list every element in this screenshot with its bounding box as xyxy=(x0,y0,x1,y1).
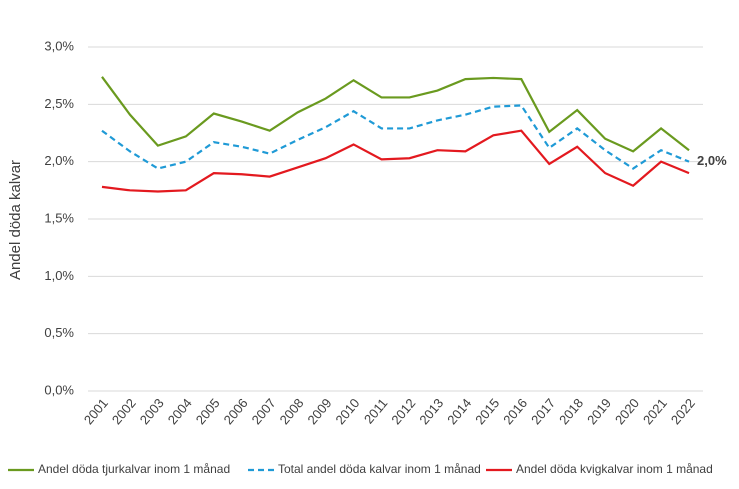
y-tick-label: 1,5% xyxy=(44,210,74,225)
x-tick-label: 2008 xyxy=(277,395,307,427)
annotation: 2,0% xyxy=(697,153,727,168)
x-tick-label: 2018 xyxy=(556,395,586,427)
x-tick-label: 2005 xyxy=(193,395,223,427)
x-tick-label: 2014 xyxy=(444,395,474,427)
x-tick-label: 2016 xyxy=(500,395,530,427)
y-tick-label: 1,0% xyxy=(44,268,74,283)
legend-label: Total andel döda kalvar inom 1 månad xyxy=(278,462,481,476)
y-tick-label: 0,0% xyxy=(44,382,74,397)
x-tick-label: 2011 xyxy=(361,395,390,426)
x-tick-label: 2007 xyxy=(249,395,279,427)
x-tick-label: 2003 xyxy=(137,395,167,427)
x-tick-label: 2002 xyxy=(109,395,139,427)
x-tick-label: 2021 xyxy=(640,395,670,427)
series-line xyxy=(101,104,690,170)
x-tick-label: 2009 xyxy=(304,395,334,427)
x-tick-label: 2001 xyxy=(81,395,111,427)
x-tick-label: 2017 xyxy=(528,395,558,427)
x-tick-label: 2012 xyxy=(388,395,418,427)
legend-label: Andel döda kvigkalvar inom 1 månad xyxy=(516,462,713,476)
x-tick-label: 2010 xyxy=(332,395,362,427)
y-tick-label: 2,0% xyxy=(44,153,74,168)
x-tick-label: 2013 xyxy=(416,395,446,427)
y-axis-label: Andel döda kalvar xyxy=(7,160,24,280)
x-tick-label: 2020 xyxy=(612,395,642,427)
series-line xyxy=(101,76,690,153)
y-tick-label: 2,5% xyxy=(44,96,74,111)
x-tick-label: 2004 xyxy=(165,395,195,427)
y-tick-label: 3,0% xyxy=(44,38,74,53)
legend-label: Andel döda tjurkalvar inom 1 månad xyxy=(38,462,230,476)
x-tick-label: 2015 xyxy=(472,395,502,427)
series-line xyxy=(101,129,690,193)
x-tick-label: 2022 xyxy=(668,395,698,427)
y-tick-label: 0,5% xyxy=(44,325,74,340)
x-tick-label: 2019 xyxy=(584,395,614,427)
x-tick-label: 2006 xyxy=(221,395,251,427)
